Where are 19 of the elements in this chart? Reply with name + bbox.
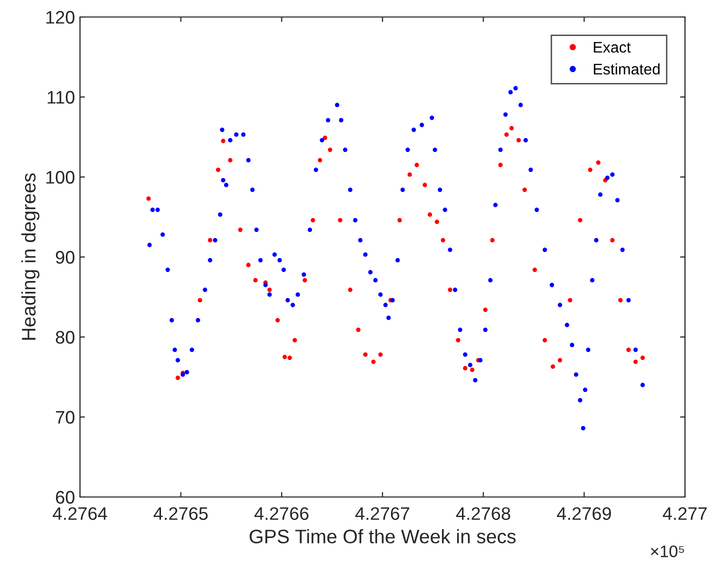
- y-tick-label: 90: [56, 250, 74, 264]
- y-tick-label: 80: [56, 330, 74, 344]
- x-tick-label: 4.277: [662, 507, 707, 520]
- x-tick-label: 4.2764: [52, 507, 108, 520]
- y-tick-label: 70: [56, 410, 74, 424]
- y-tick-label: 60: [56, 490, 74, 504]
- y-axis-title: Heading in degrees: [21, 173, 40, 340]
- x-tick-label: 4.2769: [556, 507, 611, 520]
- x-tick-label: 4.2765: [154, 507, 208, 520]
- legend-label: Estimated: [594, 63, 660, 75]
- x-tick-label: 4.2767: [355, 507, 410, 520]
- x-axis-title: GPS Time Of the Week in secs: [250, 529, 516, 544]
- legend-label: Exact: [594, 42, 631, 53]
- x-tick-label: 4.2766: [254, 507, 308, 520]
- x-tick-label: 4.2768: [456, 507, 510, 520]
- y-tick-label: 120: [46, 10, 74, 24]
- y-tick-label: 100: [46, 170, 74, 184]
- y-tick-label: 110: [48, 90, 74, 104]
- text: ×10⁵: [650, 545, 684, 558]
